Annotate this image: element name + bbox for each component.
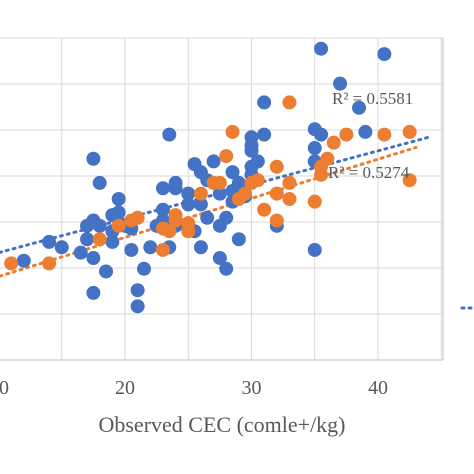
data-point-series-2 — [212, 175, 227, 190]
data-point-series-2 — [257, 202, 272, 217]
data-point-series-1 — [155, 181, 170, 196]
data-points — [4, 41, 417, 314]
data-point-series-1 — [181, 186, 196, 201]
data-point-series-1 — [193, 240, 208, 255]
data-point-series-2 — [219, 149, 234, 164]
data-point-series-2 — [111, 218, 126, 233]
data-point-series-2 — [326, 135, 341, 150]
data-point-series-2 — [282, 175, 297, 190]
data-point-series-1 — [358, 124, 373, 139]
data-point-series-1 — [231, 232, 246, 247]
data-point-series-2 — [162, 224, 177, 239]
data-point-series-1 — [377, 47, 392, 62]
data-point-series-1 — [250, 154, 265, 169]
data-point-series-1 — [333, 76, 348, 91]
data-point-series-1 — [130, 299, 145, 314]
data-point-series-1 — [155, 202, 170, 217]
data-point-series-1 — [54, 240, 69, 255]
data-point-series-2 — [269, 186, 284, 201]
data-point-series-1 — [212, 251, 227, 266]
data-point-series-2 — [339, 127, 354, 142]
data-point-series-1 — [86, 151, 101, 166]
data-point-series-1 — [307, 242, 322, 257]
data-point-series-2 — [269, 213, 284, 228]
data-point-series-1 — [307, 141, 322, 156]
data-point-series-1 — [86, 285, 101, 300]
data-point-series-1 — [124, 242, 139, 257]
data-point-series-1 — [111, 192, 126, 206]
data-point-series-1 — [105, 234, 120, 249]
data-point-series-1 — [130, 283, 145, 298]
data-point-series-2 — [92, 232, 107, 247]
data-point-series-2 — [250, 173, 265, 188]
data-point-series-1 — [231, 175, 246, 190]
data-point-series-2 — [269, 159, 284, 174]
x-tick-label: 0 — [0, 377, 9, 399]
data-point-series-2 — [402, 124, 417, 139]
data-point-series-1 — [219, 210, 234, 225]
data-point-series-2 — [377, 127, 392, 142]
data-point-series-1 — [92, 218, 107, 233]
data-point-series-1 — [111, 205, 126, 220]
data-point-series-2 — [238, 186, 253, 201]
data-point-series-2 — [282, 192, 297, 206]
data-point-series-1 — [314, 41, 329, 56]
data-point-series-2 — [168, 213, 183, 228]
data-point-series-1 — [200, 210, 215, 225]
data-point-series-1 — [225, 165, 240, 180]
data-point-series-1 — [99, 264, 114, 279]
data-point-series-2 — [130, 210, 145, 225]
r2-label-series-1: R² = 0.5581 — [332, 89, 413, 108]
data-point-series-1 — [212, 186, 227, 201]
data-point-series-1 — [136, 261, 151, 276]
data-point-series-1 — [193, 197, 208, 212]
data-point-series-1 — [162, 127, 177, 142]
data-point-series-1 — [80, 232, 95, 247]
x-tick-label: 20 — [115, 377, 135, 399]
x-axis-title: Observed CEC (comle+/kg) — [98, 412, 345, 437]
data-point-series-1 — [257, 95, 272, 110]
x-tick-label: 30 — [242, 377, 262, 399]
data-point-series-1 — [206, 154, 221, 169]
data-point-series-2 — [4, 256, 19, 271]
labels: 0 20 30 40 R² = 0.5581 R² = 0.5274 — [0, 89, 474, 399]
data-point-series-1 — [168, 175, 183, 190]
data-point-series-2 — [193, 186, 208, 201]
data-point-series-2 — [307, 194, 322, 209]
data-point-series-1 — [86, 251, 101, 266]
data-point-series-2 — [155, 242, 170, 257]
data-point-series-1 — [244, 138, 259, 153]
data-point-series-2 — [282, 95, 297, 110]
data-point-series-2 — [225, 124, 240, 139]
data-point-series-1 — [219, 261, 234, 276]
data-point-series-1 — [257, 127, 272, 142]
r2-label-series-2: R² = 0.5274 — [328, 163, 410, 182]
data-point-series-1 — [143, 240, 158, 255]
data-point-series-1 — [352, 100, 367, 115]
data-point-series-1 — [307, 122, 322, 137]
data-point-series-2 — [320, 151, 335, 166]
data-point-series-1 — [73, 245, 88, 260]
data-point-series-2 — [402, 173, 417, 188]
data-point-series-2 — [181, 216, 196, 231]
data-point-series-1 — [16, 253, 31, 268]
data-point-series-2 — [42, 256, 57, 271]
data-point-series-1 — [92, 175, 107, 190]
x-tick-label: 40 — [368, 377, 388, 399]
data-point-series-1 — [42, 234, 57, 249]
data-point-series-2 — [314, 167, 329, 182]
data-point-series-1 — [181, 197, 196, 212]
